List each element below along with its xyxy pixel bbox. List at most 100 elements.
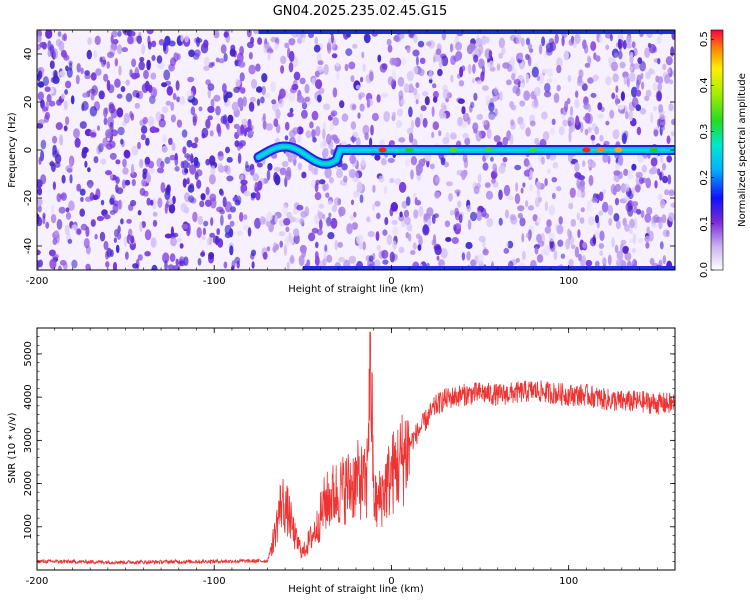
heatmap-speckle [476,79,483,85]
heatmap-speckle [273,166,281,172]
heatmap-speckle [496,63,501,71]
heatmap-speckle [478,43,484,55]
heatmap-speckle [267,163,273,171]
heatmap-speckle [220,214,224,226]
heatmap-speckle [167,264,175,270]
heatmap-speckle [615,220,621,230]
snr-layer [37,331,675,566]
heatmap-speckle [300,210,308,218]
heatmap-speckle [556,84,561,92]
heatmap-speckle [432,121,439,131]
x-tick-label: 0 [388,276,394,287]
heatmap-speckle [367,231,375,238]
heatmap-speckle [264,92,271,99]
heatmap-speckle [180,160,185,169]
heatmap-speckle [296,95,305,103]
heatmap-speckle [174,155,179,166]
heatmap-speckle [207,83,215,91]
heatmap-speckle [100,158,107,165]
heatmap-speckle [70,95,75,105]
heatmap-speckle [520,37,525,47]
heatmap-speckle [527,43,533,50]
heatmap-speckle [450,43,453,53]
heatmap-speckle [419,113,423,121]
heatmap-speckle [225,146,230,154]
heatmap-speckle [317,211,324,220]
heatmap-speckle [576,189,582,198]
heatmap-speckle [369,137,373,147]
heatmap-x-axis-label: Height of straight line (km) [288,284,424,295]
heatmap-speckle [242,96,247,107]
heatmap-speckle [314,36,319,45]
heatmap-speckle [52,69,58,79]
heatmap-speckle [84,160,88,168]
heatmap-speckle [556,64,562,74]
heatmap-speckle [526,160,530,166]
heatmap-speckle [619,61,626,69]
heatmap-speckle [44,86,51,92]
heatmap-speckle [387,157,395,163]
heatmap-speckle [151,55,156,61]
heatmap-speckle [117,199,123,210]
heatmap-speckle [358,92,366,98]
heatmap-speckle [54,230,59,236]
heatmap-speckle [656,91,662,102]
heatmap-speckle [292,127,300,135]
heatmap-speckle [129,111,133,118]
heatmap-speckle [40,150,45,162]
heatmap-speckle [240,179,248,186]
heatmap-speckle [50,213,57,224]
heatmap-speckle [275,108,281,120]
heatmap-speckle [410,169,414,180]
heatmap-speckle [418,68,425,77]
heatmap-speckle [636,126,642,136]
heatmap-speckle [65,212,72,220]
heatmap-speckle [56,219,63,230]
heatmap-speckle [276,124,281,134]
heatmap-speckle [400,98,405,106]
heatmap-speckle [386,38,392,46]
heatmap-speckle [541,111,548,120]
heatmap-speckle [164,190,171,201]
heatmap-speckle [534,137,540,145]
heatmap-speckle [612,129,620,140]
heatmap-speckle [538,196,542,203]
heatmap-speckle [670,202,675,208]
heatmap-speckle [256,162,263,168]
heatmap-speckle [205,186,210,196]
heatmap-speckle [205,158,211,166]
heatmap-speckle [409,224,413,232]
heatmap-speckle [65,80,72,89]
heatmap-speckle [260,96,265,104]
heatmap-speckle [625,35,632,46]
heatmap-speckle [580,189,586,198]
heatmap-speckle [213,94,221,102]
heatmap-speckle [484,182,491,189]
heatmap-speckle [52,76,60,84]
heatmap-speckle [91,85,98,96]
heatmap-speckle [37,249,41,256]
y-tick-label: 1000 [23,514,34,539]
heatmap-speckle [434,176,441,184]
heatmap-speckle [670,131,675,137]
carrier-hotspot [378,147,387,153]
heatmap-speckle [601,201,609,213]
x-tick-label: -200 [26,276,49,287]
heatmap-speckle [301,109,308,119]
heatmap-speckle [645,177,651,189]
heatmap-speckle [83,238,90,249]
heatmap-speckle [406,70,414,82]
heatmap-speckle [156,55,163,64]
heatmap-speckle [629,66,633,72]
heatmap-speckle [134,67,140,78]
heatmap-speckle [94,35,101,45]
heatmap-speckle [120,218,124,225]
heatmap-speckle [49,258,57,270]
heatmap-speckle [363,33,371,44]
heatmap-speckle [325,192,330,198]
heatmap-speckle [79,208,85,217]
heatmap-speckle [125,93,133,102]
heatmap-speckle [568,131,572,143]
heatmap-speckle [64,224,70,236]
heatmap-speckle [415,82,420,89]
